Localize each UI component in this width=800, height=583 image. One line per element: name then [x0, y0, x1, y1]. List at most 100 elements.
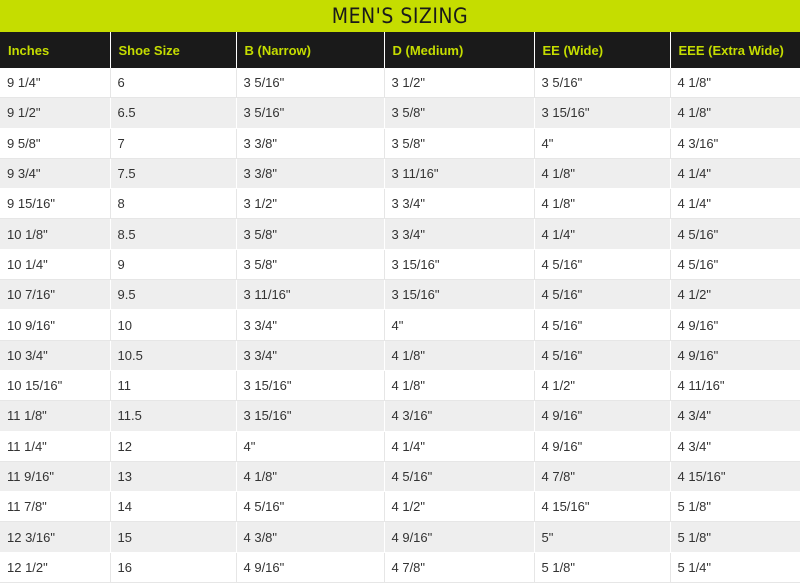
- column-header-inches: Inches: [0, 32, 111, 68]
- table-row: 9 5/8" 7 3 3/8" 3 5/8" 4" 4 3/16": [0, 128, 800, 159]
- table-cell: 4 9/16": [236, 552, 385, 583]
- table-cell: 4 5/16": [534, 309, 671, 341]
- table-cell: 10.5: [110, 340, 237, 371]
- table-cell: 10 1/8": [0, 218, 111, 250]
- column-header-shoe-size: Shoe Size: [110, 32, 237, 68]
- table-cell: 10 15/16": [0, 370, 111, 402]
- table-cell: 5 1/8": [670, 491, 800, 523]
- table-cell: 4 9/16": [670, 309, 800, 341]
- table-row: 9 1/4" 6 3 5/16" 3 1/2" 3 5/16" 4 1/8": [0, 68, 800, 99]
- table-cell: 12 3/16": [0, 521, 111, 553]
- table-cell: 4 3/4": [670, 431, 800, 462]
- sizing-table: Inches Shoe Size B (Narrow) D (Medium) E…: [0, 32, 800, 583]
- table-cell: 4 1/8": [534, 158, 671, 190]
- table-cell: 4 5/16": [384, 461, 535, 493]
- table-cell: 11: [110, 370, 237, 402]
- table-cell: 6: [110, 68, 237, 99]
- table-cell: 13: [110, 461, 237, 493]
- column-header-b-narrow: B (Narrow): [236, 32, 385, 68]
- table-cell: 6.5: [110, 97, 237, 129]
- table-cell: 9 15/16": [0, 188, 111, 220]
- table-row: 9 1/2" 6.5 3 5/16" 3 5/8" 3 15/16" 4 1/8": [0, 97, 800, 129]
- column-header-d-medium: D (Medium): [384, 32, 535, 68]
- table-cell: 4 3/16": [384, 400, 535, 432]
- table-cell: 12: [110, 431, 237, 462]
- table-cell: 4 1/2": [384, 491, 535, 523]
- table-cell: 4 1/4": [534, 218, 671, 250]
- table-cell: 5 1/8": [534, 552, 671, 583]
- table-cell: 8.5: [110, 218, 237, 250]
- table-cell: 3 1/2": [236, 188, 385, 220]
- table-cell: 5 1/4": [670, 552, 800, 583]
- table-cell: 3 11/16": [384, 158, 535, 190]
- table-cell: 3 1/2": [384, 68, 535, 99]
- table-cell: 4 5/16": [670, 249, 800, 281]
- table-cell: 3 3/4": [236, 309, 385, 341]
- table-cell: 3 15/16": [534, 97, 671, 129]
- table-cell: 4 1/2": [534, 370, 671, 402]
- table-cell: 4 5/16": [534, 340, 671, 371]
- table-cell: 11 9/16": [0, 461, 111, 493]
- table-cell: 10: [110, 309, 237, 341]
- table-cell: 9.5: [110, 279, 237, 311]
- table-cell: 4 3/8": [236, 521, 385, 553]
- table-cell: 3 5/16": [236, 97, 385, 129]
- table-cell: 3 5/8": [236, 249, 385, 281]
- table-cell: 9 5/8": [0, 128, 111, 159]
- table-cell: 7: [110, 128, 237, 159]
- table-cell: 8: [110, 188, 237, 220]
- table-cell: 3 3/4": [384, 218, 535, 250]
- table-row: 10 1/4" 9 3 5/8" 3 15/16" 4 5/16" 4 5/16": [0, 249, 800, 281]
- table-body: 9 1/4" 6 3 5/16" 3 1/2" 3 5/16" 4 1/8" 9 1/2" 6…: [0, 68, 800, 583]
- table-cell: 3 15/16": [384, 249, 535, 281]
- table-cell: 10 1/4": [0, 249, 111, 281]
- table-header-row: Inches Shoe Size B (Narrow) D (Medium) E…: [0, 32, 800, 68]
- table-cell: 3 5/16": [534, 68, 671, 99]
- table-cell: 4 1/8": [236, 461, 385, 493]
- table-cell: 3 11/16": [236, 279, 385, 311]
- table-cell: 14: [110, 491, 237, 523]
- table-cell: 4 3/16": [670, 128, 800, 159]
- table-cell: 4 1/4": [670, 158, 800, 190]
- table-cell: 10 3/4": [0, 340, 111, 371]
- table-cell: 10 7/16": [0, 279, 111, 311]
- table-cell: 4 5/16": [534, 249, 671, 281]
- column-header-ee-wide: EE (Wide): [534, 32, 671, 68]
- table-cell: 4 15/16": [534, 491, 671, 523]
- table-cell: 4 7/8": [384, 552, 535, 583]
- table-cell: 3 15/16": [236, 400, 385, 432]
- table-cell: 4": [384, 309, 535, 341]
- table-cell: 4 1/8": [670, 68, 800, 99]
- table-row: 9 15/16" 8 3 1/2" 3 3/4" 4 1/8" 4 1/4": [0, 188, 800, 220]
- table-row: 11 7/8" 14 4 5/16" 4 1/2" 4 15/16" 5 1/8": [0, 491, 800, 523]
- table-cell: 3 15/16": [236, 370, 385, 402]
- table-cell: 4 1/8": [384, 340, 535, 371]
- table-cell: 4 1/8": [534, 188, 671, 220]
- table-cell: 5 1/8": [670, 521, 800, 553]
- table-cell: 4": [534, 128, 671, 159]
- table-cell: 4 9/16": [534, 431, 671, 462]
- table-row: 10 1/8" 8.5 3 5/8" 3 3/4" 4 1/4" 4 5/16": [0, 218, 800, 250]
- table-cell: 3 5/8": [236, 218, 385, 250]
- table-row: 10 7/16" 9.5 3 11/16" 3 15/16" 4 5/16" 4 1/2": [0, 279, 800, 311]
- table-cell: 5": [534, 521, 671, 553]
- table-row: 11 1/4" 12 4" 4 1/4" 4 9/16" 4 3/4": [0, 431, 800, 462]
- table-cell: 4 5/16": [534, 279, 671, 311]
- table-cell: 9 1/4": [0, 68, 111, 99]
- table-cell: 11 7/8": [0, 491, 111, 523]
- table-cell: 4 5/16": [236, 491, 385, 523]
- table-row: 10 15/16" 11 3 15/16" 4 1/8" 4 1/2" 4 11/16": [0, 370, 800, 402]
- table-cell: 3 5/16": [236, 68, 385, 99]
- table-cell: 3 3/8": [236, 158, 385, 190]
- table-cell: 4 9/16": [534, 400, 671, 432]
- table-cell: 3 5/8": [384, 97, 535, 129]
- table-cell: 3 3/4": [236, 340, 385, 371]
- table-cell: 4 9/16": [384, 521, 535, 553]
- table-cell: 10 9/16": [0, 309, 111, 341]
- table-cell: 4 1/4": [384, 431, 535, 462]
- table-cell: 4 1/8": [670, 97, 800, 129]
- table-cell: 11 1/4": [0, 431, 111, 462]
- table-row: 11 1/8" 11.5 3 15/16" 4 3/16" 4 9/16" 4 3/4": [0, 400, 800, 432]
- table-cell: 4 7/8": [534, 461, 671, 493]
- table-cell: 7.5: [110, 158, 237, 190]
